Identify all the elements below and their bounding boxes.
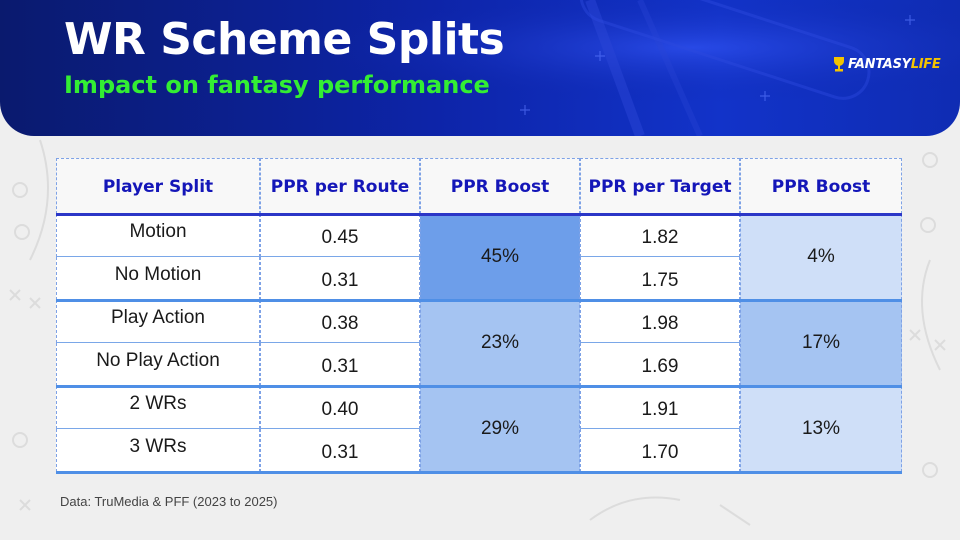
- row-label-2-wrs: 2 WRs: [56, 386, 260, 429]
- table-cell-4: 1.82: [580, 214, 740, 257]
- data-source-note: Data: TruMedia & PFF (2023 to 2025): [60, 494, 278, 509]
- logo-text: FANTASYLIFE: [848, 56, 941, 72]
- row-label-3-wrs: 3 WRs: [56, 429, 260, 472]
- table-cell-4: 1.75: [580, 257, 740, 300]
- table-cell-4: 1.98: [580, 300, 740, 343]
- table-cell-2: 0.31: [260, 343, 420, 386]
- row-label-no-motion: No Motion: [56, 257, 260, 300]
- route-boost-cell: 29%: [420, 386, 580, 472]
- route-boost-cell: 23%: [420, 300, 580, 386]
- table-cell-2: 0.31: [260, 257, 420, 300]
- group-divider: [56, 471, 902, 474]
- column-header-5: PPR Boost: [740, 158, 902, 214]
- column-header-2: PPR per Route: [260, 158, 420, 214]
- group-divider: [56, 385, 902, 388]
- page-subtitle: Impact on fantasy performance: [64, 71, 490, 99]
- target-boost-cell: 17%: [740, 300, 902, 386]
- logo-text-main: FANTASY: [848, 56, 911, 72]
- splits-table: Player Split PPR per Route PPR Boost PPR pe…: [56, 158, 902, 478]
- trophy-icon: [834, 57, 844, 72]
- row-label-no-play-action: No Play Action: [56, 343, 260, 386]
- row-label-play-action: Play Action: [56, 300, 260, 343]
- column-header-3: PPR Boost: [420, 158, 580, 214]
- table-cell-2: 0.40: [260, 386, 420, 429]
- title-banner: WR Scheme Splits Impact on fantasy perfo…: [0, 0, 960, 136]
- table-cell-4: 1.91: [580, 386, 740, 429]
- route-boost-cell: 45%: [420, 214, 580, 300]
- logo-text-accent: LIFE: [910, 56, 941, 72]
- group-divider: [56, 299, 902, 302]
- banner-decoration: [0, 0, 960, 136]
- fantasy-life-logo: FANTASYLIFE: [832, 52, 944, 76]
- table-cell-4: 1.70: [580, 429, 740, 472]
- column-header-1: Player Split: [56, 158, 260, 214]
- table-cell-2: 0.45: [260, 214, 420, 257]
- page-title: WR Scheme Splits: [64, 14, 505, 65]
- row-label-motion: Motion: [56, 214, 260, 257]
- header-divider: [56, 213, 902, 216]
- column-header-4: PPR per Target: [580, 158, 740, 214]
- table-cell-4: 1.69: [580, 343, 740, 386]
- table-cell-2: 0.38: [260, 300, 420, 343]
- target-boost-cell: 4%: [740, 214, 902, 300]
- target-boost-cell: 13%: [740, 386, 902, 472]
- table-cell-2: 0.31: [260, 429, 420, 472]
